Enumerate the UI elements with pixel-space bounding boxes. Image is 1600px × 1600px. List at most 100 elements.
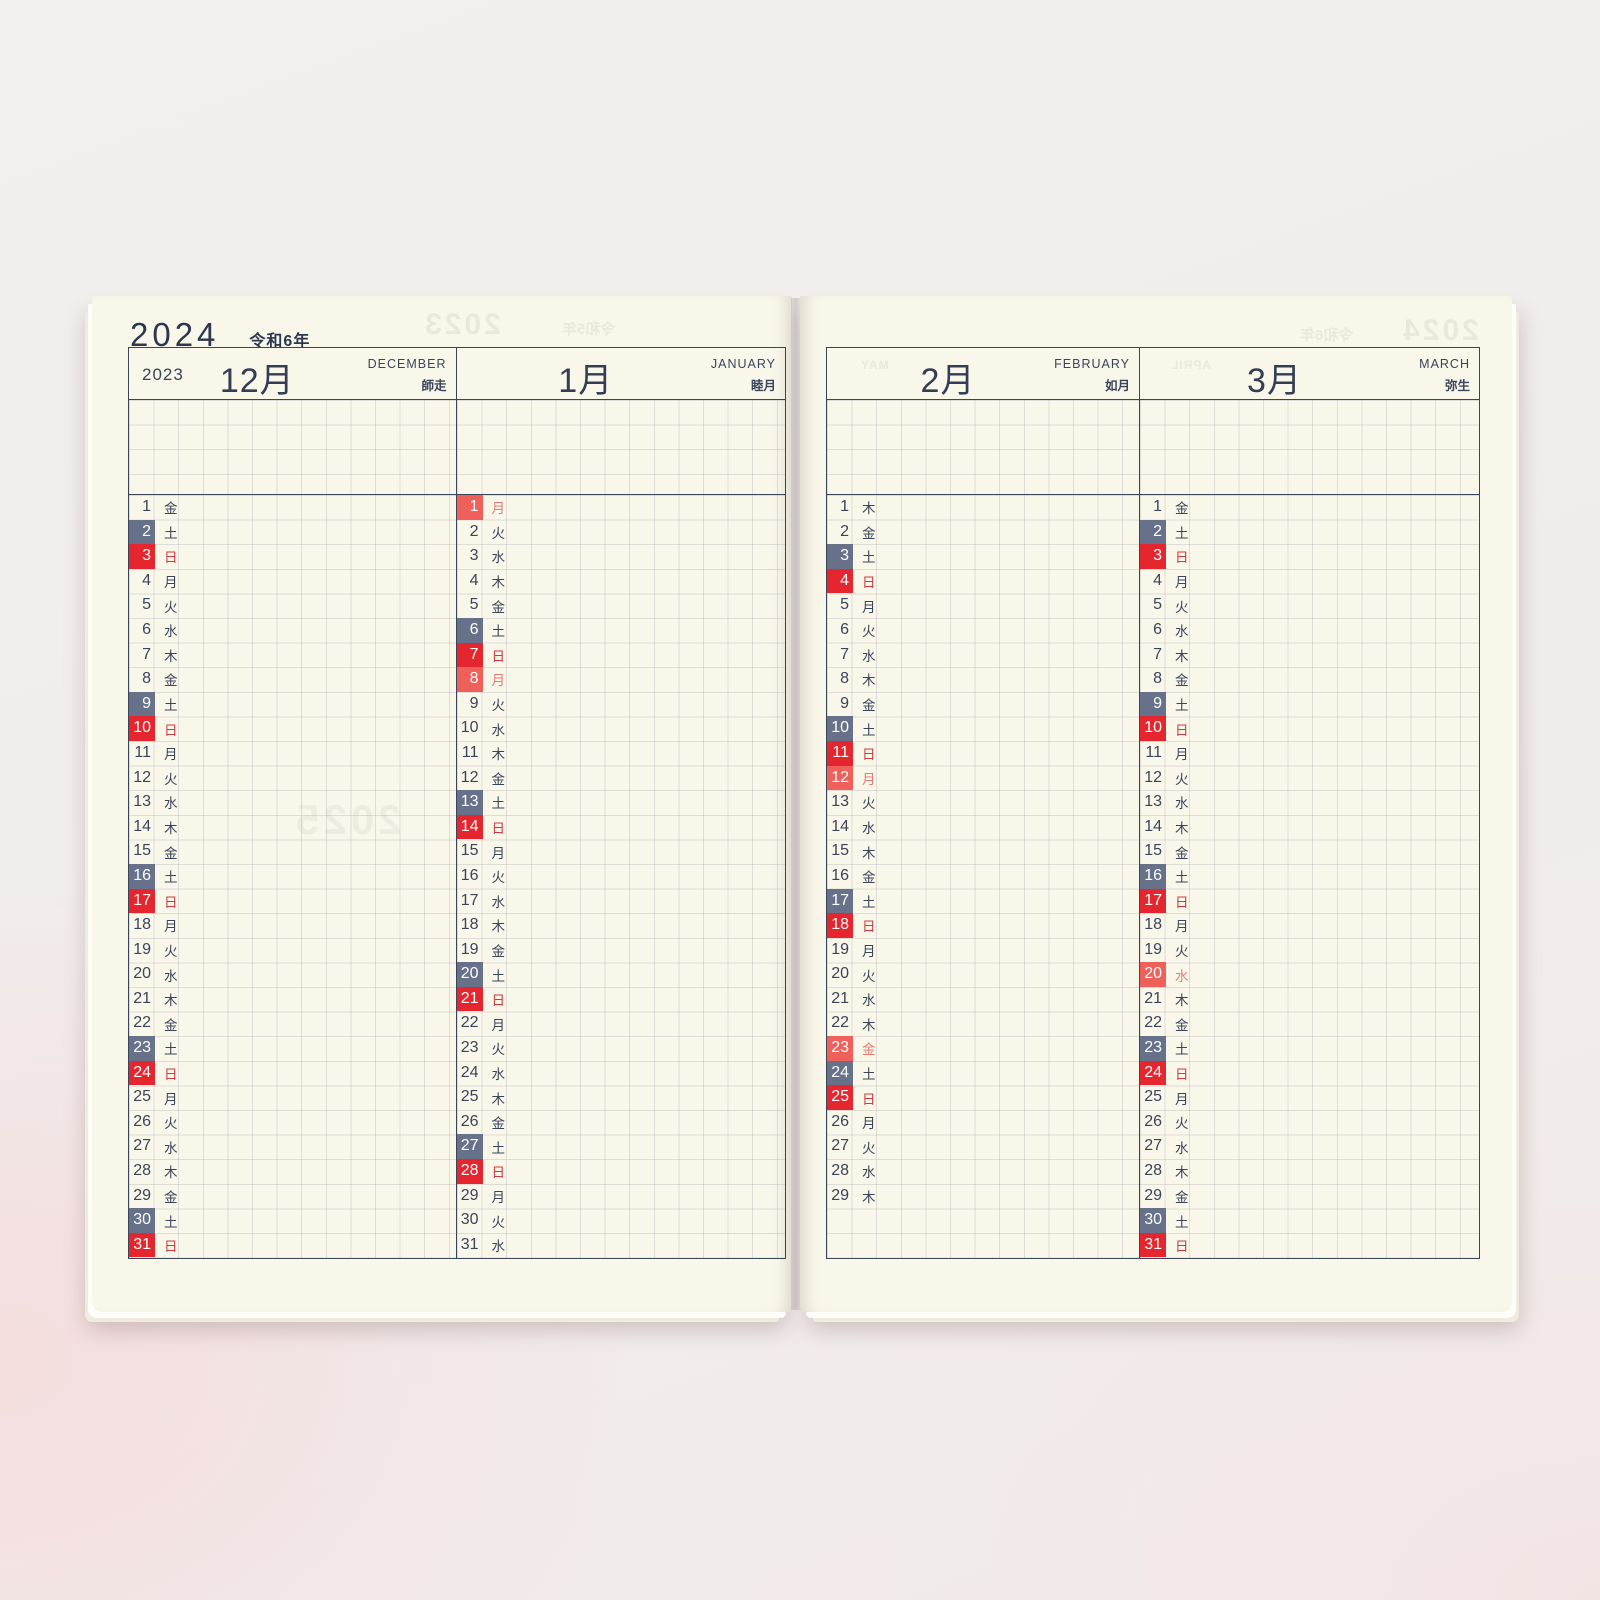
day-row: 22 金 xyxy=(129,1011,456,1036)
day-row: 24 日 xyxy=(129,1060,456,1086)
day-weekday: 土 xyxy=(1175,1214,1189,1230)
day-weekday: 木 xyxy=(164,821,178,837)
month-wago-label: 師走 xyxy=(421,379,447,393)
day-weekday: 月 xyxy=(491,845,506,861)
day-weekday: 水 xyxy=(164,796,178,812)
day-weekday: 月 xyxy=(491,501,506,517)
day-number: 12 xyxy=(460,768,479,786)
day-weekday: 水 xyxy=(164,968,178,984)
day-weekday: 水 xyxy=(862,993,876,1009)
day-number: 23 xyxy=(1140,1036,1166,1061)
day-weekday: 土 xyxy=(164,1042,178,1058)
day-weekday: 木 xyxy=(1175,993,1189,1009)
day-row: 12 火 xyxy=(129,766,456,791)
day-row: 10 水 xyxy=(457,716,786,741)
day-number: 20 xyxy=(456,962,483,987)
notes-grid-area xyxy=(456,400,785,495)
day-weekday: 月 xyxy=(164,747,178,763)
day-weekday: 日 xyxy=(862,747,876,763)
day-weekday: 水 xyxy=(1175,796,1189,812)
day-weekday: 金 xyxy=(862,525,876,541)
day-row: 12 金 xyxy=(457,766,786,791)
day-weekday: 火 xyxy=(1175,1116,1189,1132)
day-number: 10 xyxy=(827,716,853,741)
day-number: 19 xyxy=(1144,940,1162,958)
day-row: 14 木 xyxy=(129,815,456,840)
day-number: 13 xyxy=(1144,793,1162,811)
day-row: 17 日 xyxy=(1140,888,1479,914)
day-weekday: 金 xyxy=(164,1189,178,1205)
day-weekday: 木 xyxy=(164,1165,178,1181)
day-number: 11 xyxy=(461,743,479,761)
day-weekday: 日 xyxy=(1175,1066,1189,1082)
day-weekday: 土 xyxy=(1175,525,1189,541)
planner-left-page: 2023 令和5年 2025 2024 令和6年 2023 12月 DECEMB… xyxy=(92,296,792,1312)
day-weekday: 木 xyxy=(862,1189,876,1205)
day-number: 6 xyxy=(840,620,849,638)
day-row: 20 水 xyxy=(129,962,456,987)
day-weekday: 水 xyxy=(491,1066,506,1082)
day-weekday: 土 xyxy=(1175,698,1189,714)
day-number: 17 xyxy=(460,891,479,909)
day-row: 28 木 xyxy=(129,1159,456,1184)
day-number: 22 xyxy=(133,1014,151,1032)
day-row: 23 土 xyxy=(1140,1036,1479,1061)
day-row: 30 火 xyxy=(457,1208,786,1233)
day-number: 16 xyxy=(831,866,849,884)
day-row: 29 金 xyxy=(1140,1184,1479,1209)
day-row: 28 木 xyxy=(1140,1159,1479,1184)
day-number: 24 xyxy=(129,1060,155,1086)
day-row: 20 水 xyxy=(1140,962,1479,987)
day-number: 15 xyxy=(460,842,479,860)
day-weekday: 水 xyxy=(862,1165,876,1181)
day-row: 29 月 xyxy=(457,1184,786,1209)
day-number: 13 xyxy=(456,790,483,815)
day-weekday: 日 xyxy=(862,919,876,935)
day-number: 5 xyxy=(1153,596,1162,614)
day-weekday: 火 xyxy=(164,771,178,787)
month-header: 2月 FEBRUARY 如月 xyxy=(827,348,1139,400)
day-number: 25 xyxy=(1144,1088,1162,1106)
day-row: 23 金 xyxy=(827,1036,1139,1061)
book-gutter xyxy=(791,298,801,1310)
day-number: 20 xyxy=(831,965,849,983)
day-number: 26 xyxy=(831,1112,849,1130)
day-number: 5 xyxy=(840,596,849,614)
day-row: 16 金 xyxy=(827,864,1139,889)
day-weekday: 木 xyxy=(164,993,178,1009)
day-row: 10 日 xyxy=(1140,716,1479,741)
day-weekday: 木 xyxy=(862,845,876,861)
day-number: 30 xyxy=(460,1211,479,1229)
day-weekday: 土 xyxy=(862,1066,876,1082)
day-number: 14 xyxy=(456,814,483,840)
day-weekday: 土 xyxy=(862,894,876,910)
day-row: 11 月 xyxy=(129,741,456,766)
day-row: 12 月 xyxy=(827,765,1139,791)
day-weekday: 日 xyxy=(1175,894,1189,910)
day-number: 12 xyxy=(827,765,853,791)
day-weekday: 火 xyxy=(491,870,506,886)
day-number: 18 xyxy=(1144,916,1162,934)
month-wago-label: 如月 xyxy=(1104,379,1130,393)
day-number: 6 xyxy=(456,617,483,643)
day-row: 27 火 xyxy=(827,1134,1139,1159)
day-weekday: 月 xyxy=(1175,1091,1189,1107)
day-row: 23 火 xyxy=(457,1036,786,1061)
day-number: 8 xyxy=(1153,670,1162,688)
day-weekday: 土 xyxy=(862,550,876,566)
day-number: 28 xyxy=(133,1162,151,1180)
